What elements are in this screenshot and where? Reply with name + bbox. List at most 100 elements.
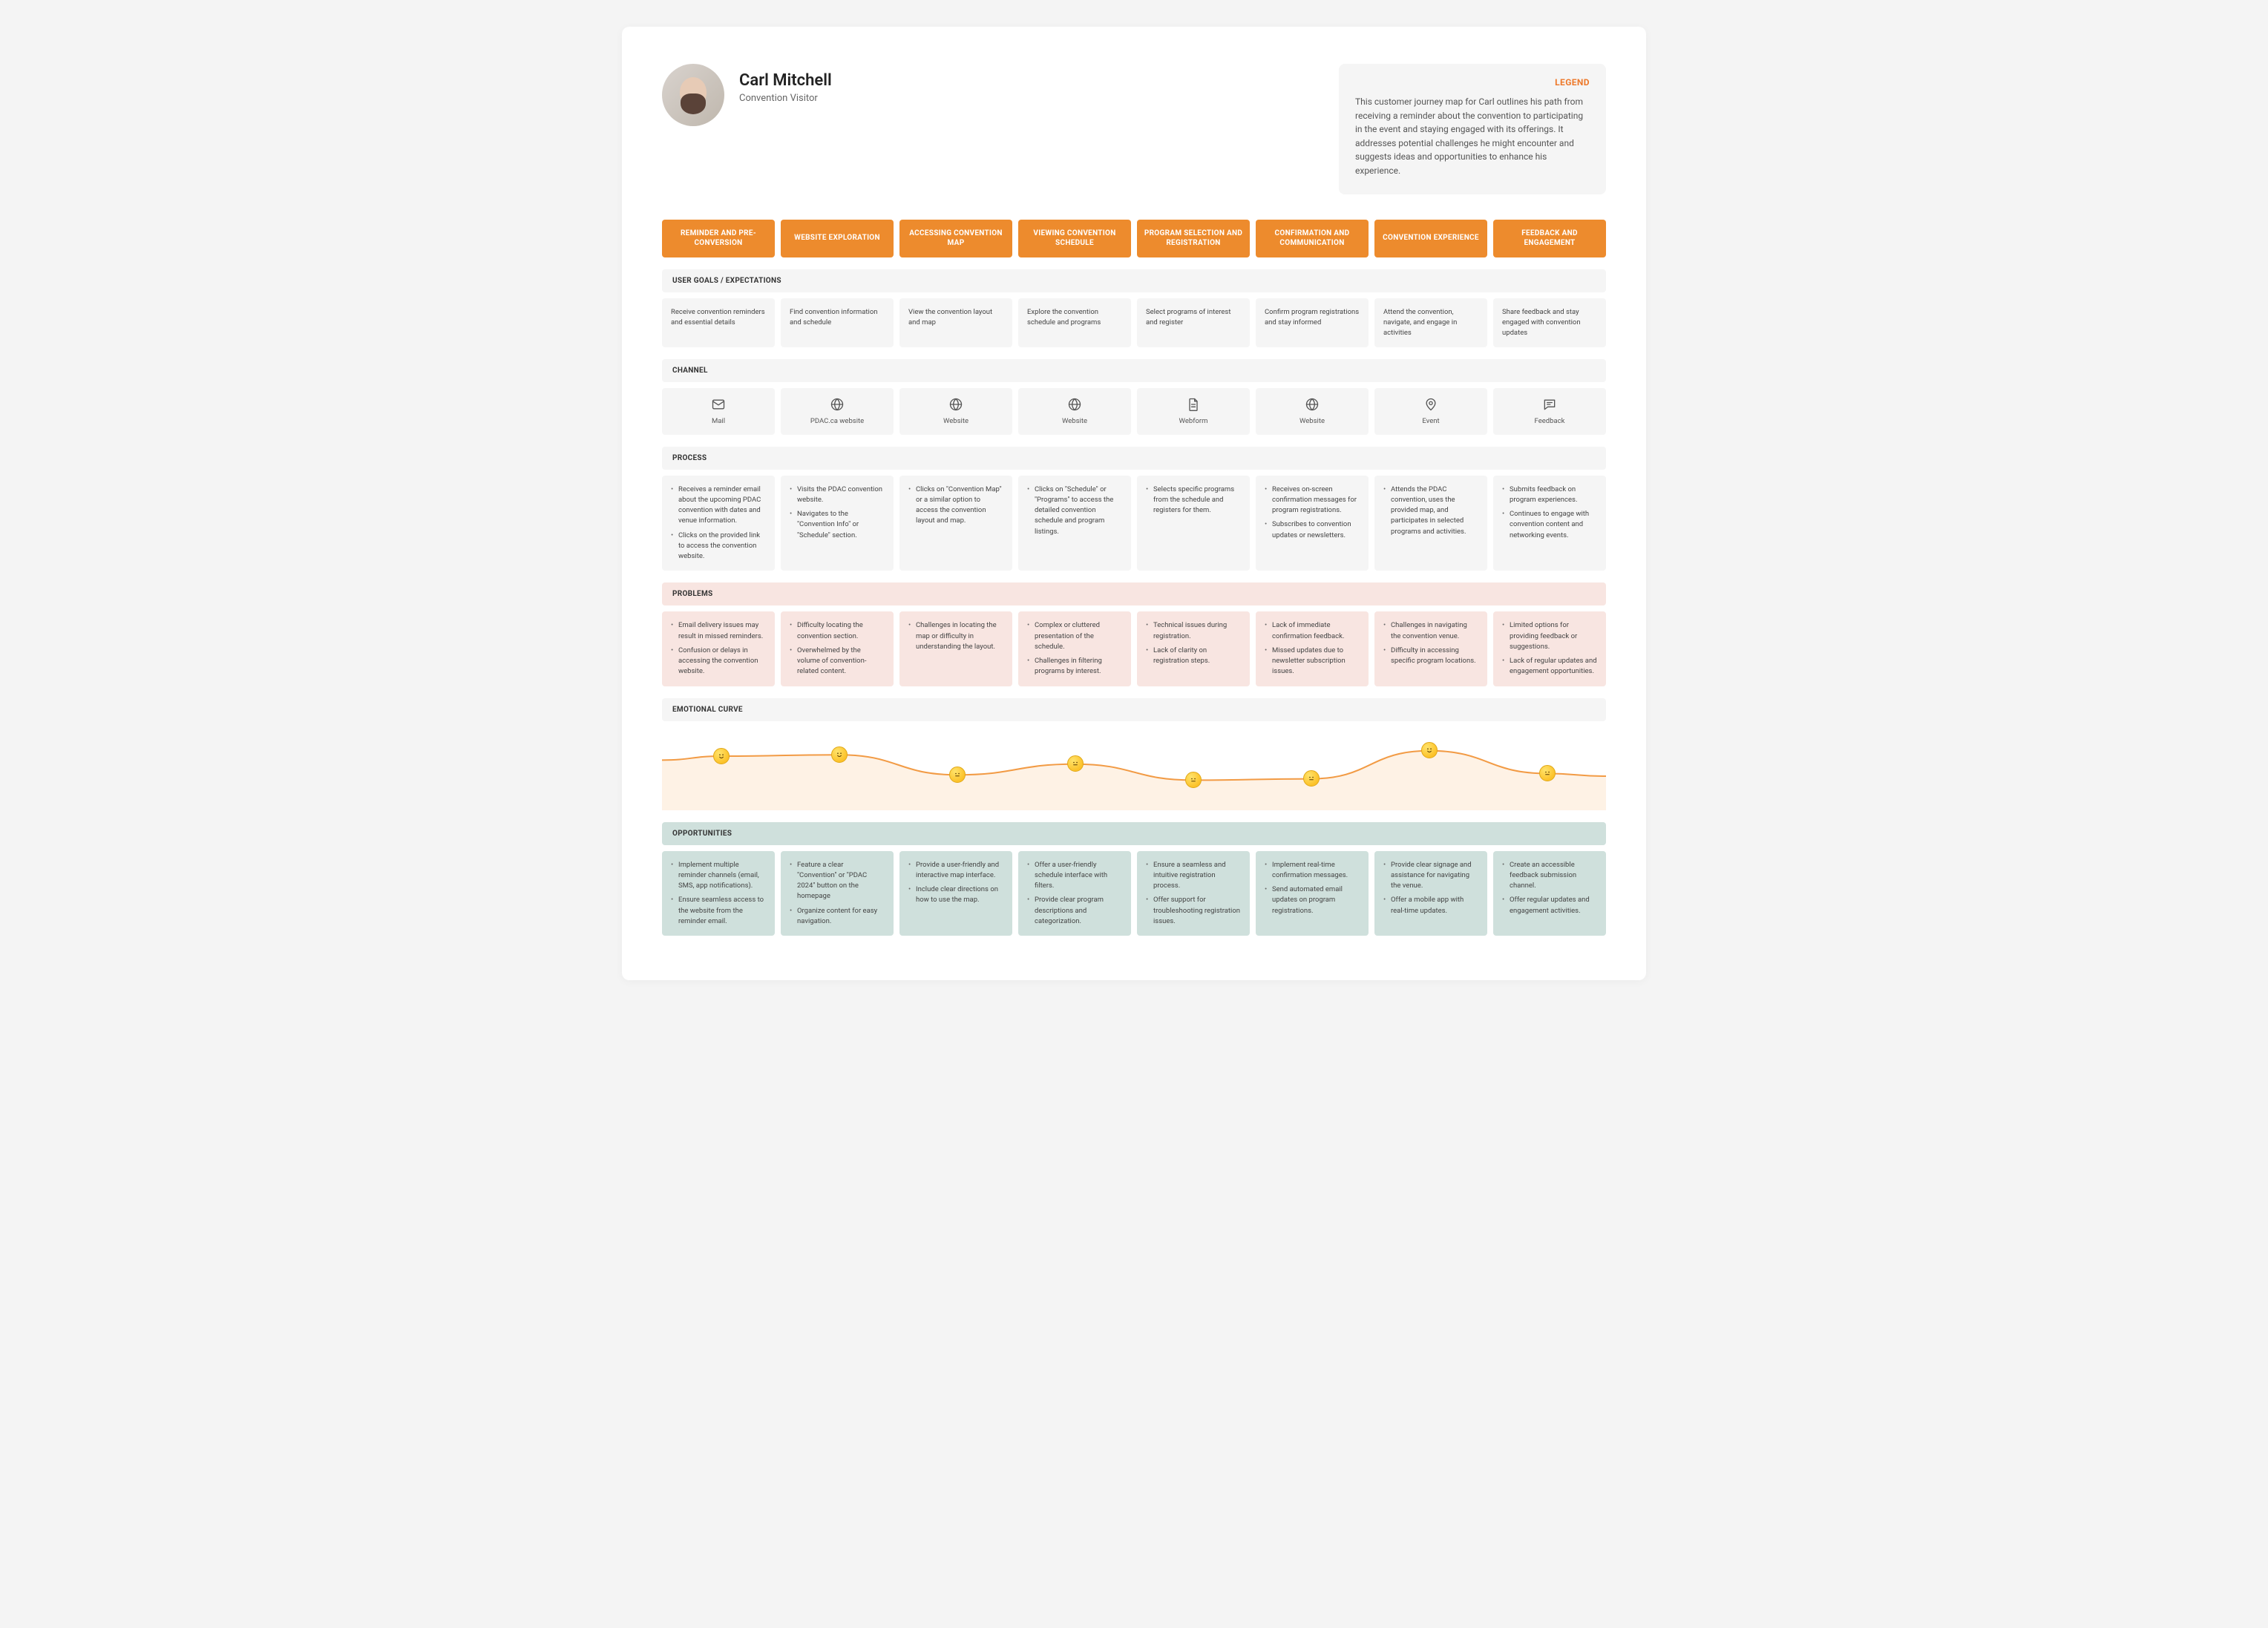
channel-label: Website	[1021, 416, 1128, 427]
emotional-curve	[662, 729, 1606, 810]
phase-header: CONVENTION EXPERIENCE	[1374, 220, 1487, 257]
goal-cell: View the convention layout and map	[899, 298, 1012, 348]
list-item: Challenges in navigating the convention …	[1383, 620, 1478, 642]
globe-icon	[948, 397, 963, 412]
channel-label: PDAC.ca website	[784, 416, 891, 427]
phase-header: ACCESSING CONVENTION MAP	[899, 220, 1012, 257]
goal-cell: Share feedback and stay engaged with con…	[1493, 298, 1606, 348]
list-item: Feature a clear "Convention" or "PDAC 20…	[790, 860, 885, 902]
list-cell: Provide clear signage and assistance for…	[1374, 851, 1487, 936]
list-cell: Email delivery issues may result in miss…	[662, 611, 775, 686]
phase-header: VIEWING CONVENTION SCHEDULE	[1018, 220, 1131, 257]
emoji-neutral-icon	[1539, 765, 1556, 781]
list-item: Attends the PDAC convention, uses the pr…	[1383, 485, 1478, 537]
phase-header: REMINDER AND PRE-CONVERSION	[662, 220, 775, 257]
list-item: Confusion or delays in accessing the con…	[671, 646, 766, 677]
list-cell: Receives on-screen confirmation messages…	[1256, 476, 1369, 571]
section-curve-label: EMOTIONAL CURVE	[662, 698, 1606, 721]
list-cell: Visits the PDAC convention website. Navig…	[781, 476, 894, 571]
list-item: Overwhelmed by the volume of convention-…	[790, 646, 885, 677]
goal-cell: Find convention information and schedule	[781, 298, 894, 348]
list-cell: Selects specific programs from the sched…	[1137, 476, 1250, 571]
section-goals-label: USER GOALS / EXPECTATIONS	[662, 269, 1606, 292]
persona-name: Carl Mitchell	[739, 71, 832, 90]
channel-cell: Website	[899, 388, 1012, 434]
list-item: Provide a user-friendly and interactive …	[908, 860, 1003, 882]
list-cell: Challenges in locating the map or diffic…	[899, 611, 1012, 686]
list-cell: Attends the PDAC convention, uses the pr…	[1374, 476, 1487, 571]
list-cell: Difficulty locating the convention secti…	[781, 611, 894, 686]
list-cell: Create an accessible feedback submission…	[1493, 851, 1606, 936]
list-item: Navigates to the "Convention Info" or "S…	[790, 509, 885, 541]
list-cell: Implement multiple reminder channels (em…	[662, 851, 775, 936]
chat-icon	[1542, 397, 1557, 412]
list-item: Lack of clarity on registration steps.	[1146, 646, 1241, 667]
list-item: Implement real-time confirmation message…	[1265, 860, 1360, 882]
list-item: Limited options for providing feedback o…	[1502, 620, 1597, 652]
channel-label: Website	[902, 416, 1009, 427]
list-item: Send automated email updates on program …	[1265, 884, 1360, 916]
list-item: Ensure seamless access to the website fr…	[671, 895, 766, 927]
list-item: Offer regular updates and engagement act…	[1502, 895, 1597, 916]
channel-label: Webform	[1140, 416, 1247, 427]
emoji-happy-icon	[1421, 742, 1438, 758]
section-process-label: PROCESS	[662, 447, 1606, 470]
goal-cell: Select programs of interest and register	[1137, 298, 1250, 348]
list-item: Continues to engage with convention cont…	[1502, 509, 1597, 541]
curve-svg	[662, 729, 1606, 810]
emoji-happy-icon	[713, 748, 730, 764]
list-item: Organize content for easy navigation.	[790, 906, 885, 928]
list-cell: Feature a clear "Convention" or "PDAC 20…	[781, 851, 894, 936]
list-item: Email delivery issues may result in miss…	[671, 620, 766, 642]
channel-label: Event	[1377, 416, 1484, 427]
phase-header: CONFIRMATION AND COMMUNICATION	[1256, 220, 1369, 257]
list-cell: Limited options for providing feedback o…	[1493, 611, 1606, 686]
list-item: Receives a reminder email about the upco…	[671, 485, 766, 527]
channel-cell: Feedback	[1493, 388, 1606, 434]
list-item: Clicks on the provided link to access th…	[671, 531, 766, 562]
channel-cell: Website	[1256, 388, 1369, 434]
list-item: Clicks on "Schedule" or "Programs" to ac…	[1027, 485, 1122, 537]
form-icon	[1186, 397, 1201, 412]
channel-cell: Event	[1374, 388, 1487, 434]
phase-headers-row: REMINDER AND PRE-CONVERSIONWEBSITE EXPLO…	[662, 220, 1606, 257]
emoji-neutral-icon	[1067, 755, 1084, 772]
list-item: Provide clear signage and assistance for…	[1383, 860, 1478, 892]
list-cell: Offer a user-friendly schedule interface…	[1018, 851, 1131, 936]
goal-cell: Attend the convention, navigate, and eng…	[1374, 298, 1487, 348]
list-item: Subscribes to convention updates or news…	[1265, 519, 1360, 541]
journey-map-sheet: Carl Mitchell Convention Visitor LEGEND …	[622, 27, 1646, 980]
list-cell: Clicks on "Schedule" or "Programs" to ac…	[1018, 476, 1131, 571]
goal-cell: Explore the convention schedule and prog…	[1018, 298, 1131, 348]
list-item: Difficulty locating the convention secti…	[790, 620, 885, 642]
list-cell: Receives a reminder email about the upco…	[662, 476, 775, 571]
channel-label: Mail	[665, 416, 772, 427]
emoji-neutral-icon	[949, 767, 966, 783]
list-item: Challenges in filtering programs by inte…	[1027, 656, 1122, 677]
channel-cell: Webform	[1137, 388, 1250, 434]
list-item: Visits the PDAC convention website.	[790, 485, 885, 506]
list-cell: Provide a user-friendly and interactive …	[899, 851, 1012, 936]
list-item: Lack of immediate confirmation feedback.	[1265, 620, 1360, 642]
list-cell: Technical issues during registration.Lac…	[1137, 611, 1250, 686]
list-item: Offer a user-friendly schedule interface…	[1027, 860, 1122, 892]
opportunities-row: Implement multiple reminder channels (em…	[662, 851, 1606, 936]
goal-cell: Receive convention reminders and essenti…	[662, 298, 775, 348]
legend-text: This customer journey map for Carl outli…	[1355, 95, 1590, 178]
channel-label: Website	[1259, 416, 1366, 427]
process-row: Receives a reminder email about the upco…	[662, 476, 1606, 571]
section-problems-label: PROBLEMS	[662, 582, 1606, 605]
list-item: Complex or cluttered presentation of the…	[1027, 620, 1122, 652]
channel-cell: Website	[1018, 388, 1131, 434]
section-opps-label: OPPORTUNITIES	[662, 822, 1606, 845]
list-item: Submits feedback on program experiences.	[1502, 485, 1597, 506]
problems-row: Email delivery issues may result in miss…	[662, 611, 1606, 686]
list-cell: Complex or cluttered presentation of the…	[1018, 611, 1131, 686]
persona-avatar	[662, 64, 724, 126]
list-cell: Lack of immediate confirmation feedback.…	[1256, 611, 1369, 686]
list-cell: Ensure a seamless and intuitive registra…	[1137, 851, 1250, 936]
phase-header: WEBSITE EXPLORATION	[781, 220, 894, 257]
list-cell: Clicks on "Convention Map" or a similar …	[899, 476, 1012, 571]
goals-row: Receive convention reminders and essenti…	[662, 298, 1606, 348]
globe-icon	[830, 397, 845, 412]
